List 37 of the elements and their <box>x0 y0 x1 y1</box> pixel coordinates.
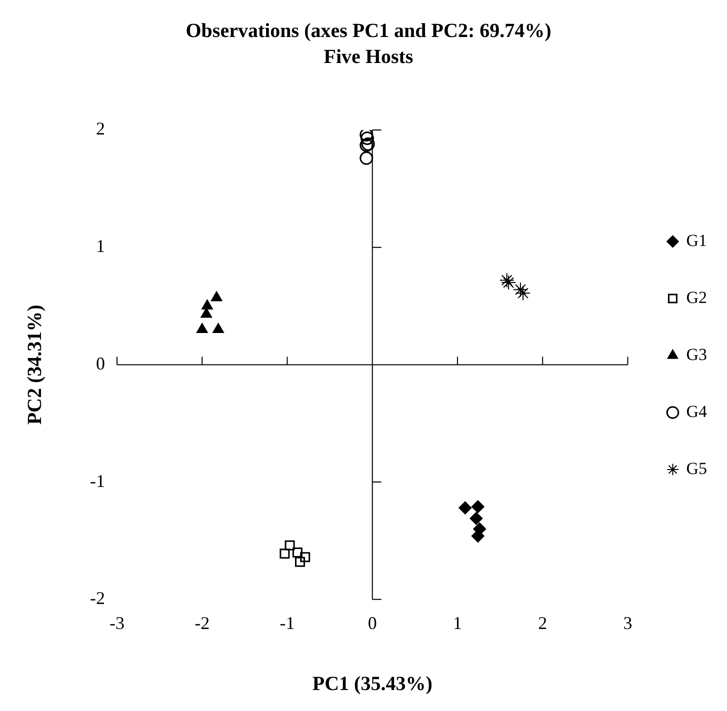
y-axis-title: PC2 (34.31%) <box>24 304 46 425</box>
point <box>458 501 472 514</box>
point <box>360 151 374 165</box>
y-tick-label: -1 <box>90 470 105 491</box>
x-tick-label: 1 <box>452 612 462 633</box>
point <box>300 552 310 562</box>
legend-label: G1 <box>686 230 708 250</box>
point <box>210 291 222 302</box>
x-tick-label: 2 <box>538 612 548 633</box>
point <box>295 556 305 567</box>
y-tick-label: 2 <box>96 118 105 139</box>
point <box>202 300 213 310</box>
x-tick-label: -2 <box>194 612 210 633</box>
legend-label: G5 <box>686 458 708 478</box>
point <box>280 548 290 559</box>
x-tick-label: -3 <box>109 612 124 633</box>
y-tick-label: 1 <box>96 236 105 256</box>
point <box>360 131 374 145</box>
chart-subtitle: Five Hosts <box>324 46 414 68</box>
point <box>284 540 295 550</box>
point <box>470 512 483 525</box>
legend-label: G2 <box>686 288 708 307</box>
point <box>471 530 484 543</box>
legend-label: G4 <box>686 402 708 421</box>
x-axis-title: PC1 (35.43%) <box>312 673 432 696</box>
point <box>512 282 528 298</box>
y-tick-label: -2 <box>90 588 105 608</box>
x-tick-label: 3 <box>623 612 632 633</box>
point <box>471 500 484 514</box>
chart-title: Observations (axes PC1 and PC2: 69.74%) <box>186 20 552 42</box>
legend-label: G3 <box>686 344 708 364</box>
y-tick-label: 0 <box>96 353 105 374</box>
point <box>360 130 374 142</box>
point <box>292 547 302 558</box>
x-tick-label: -1 <box>280 612 295 633</box>
point <box>516 286 531 301</box>
x-tick-label: 0 <box>368 612 377 633</box>
